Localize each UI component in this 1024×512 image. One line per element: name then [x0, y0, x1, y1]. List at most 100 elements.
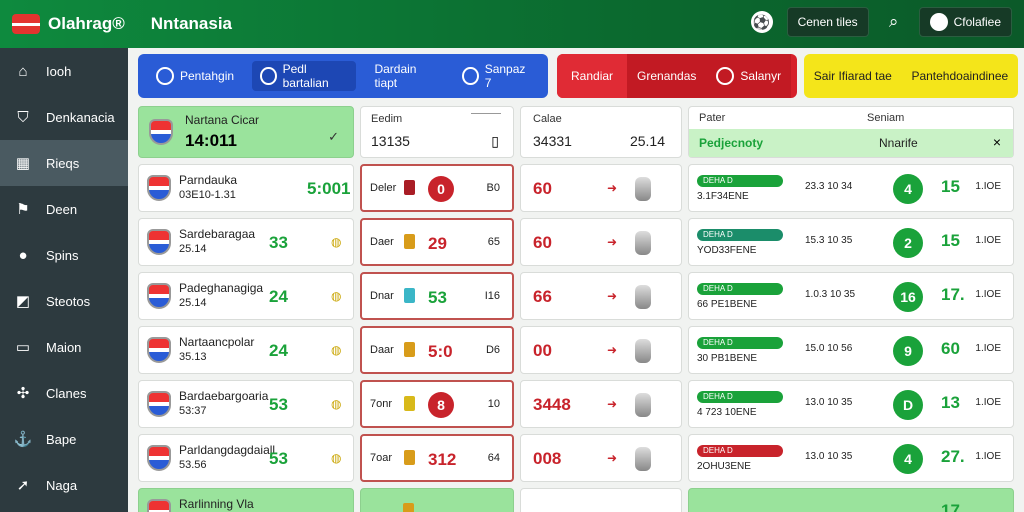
table-row-col2[interactable]: Daar 5:0 D6	[360, 326, 514, 374]
tab-7[interactable]: Salanyr	[706, 54, 792, 98]
col2-head-label: Eedim	[371, 113, 403, 125]
trophy-icon	[635, 177, 651, 201]
color-marker-icon	[404, 288, 415, 303]
table-row-col4[interactable]: DEHA D 66 PE1BENE 1.0.3 10 35 16 1.IOE 1…	[688, 272, 1014, 320]
circle-icon	[156, 67, 174, 85]
col2-value: 5:0	[428, 342, 453, 361]
app-logo-icon	[12, 14, 40, 34]
mid-text: 15.0 10 56	[805, 343, 853, 354]
table-row-col3[interactable]: 008 ➜	[520, 434, 682, 482]
featured-card[interactable]: Nartana Cicar 14:011 ✓	[138, 106, 354, 158]
info-icon: ◍	[331, 343, 342, 357]
col2-head-value: 13135	[371, 133, 410, 149]
table-row-col2[interactable]: Deler 0 B0	[360, 164, 514, 212]
table-row-team[interactable]: Sardebaragaa 25.14 33 ◍	[138, 218, 354, 266]
sidebar-item-rocket[interactable]: ➚ Naga	[0, 462, 128, 508]
table-row-team[interactable]: Padeghanagiga 25.14 24 ◍	[138, 272, 354, 320]
table-row-col3[interactable]: 00 ➜	[520, 326, 682, 374]
tab-8[interactable]: Sair Ifiarad tae	[813, 69, 892, 83]
team-score: 5:001	[307, 179, 351, 198]
sidebar-item-home[interactable]: ⌂ Iooh	[0, 48, 128, 94]
account-button[interactable]: Cfolafiee	[918, 7, 1012, 37]
table-row-col4[interactable]: DEHA D 4 723 10ENE 13.0 10 35 D 1.IOE 13	[688, 380, 1014, 428]
sidebar-label: Naga	[46, 477, 78, 493]
grid-icon: ▦	[15, 155, 31, 172]
table-row-col3[interactable]: 60 ➜	[520, 164, 682, 212]
tiles-button[interactable]: Cenen tiles	[786, 7, 869, 37]
table-row-col4[interactable]: 17	[688, 488, 1014, 512]
team-name: Sardebaragaa	[179, 227, 256, 241]
table-row-col3[interactable]: 60 ➜	[520, 218, 682, 266]
table-row-col2[interactable]: Dnar 53 I16	[360, 272, 514, 320]
table-row-col4[interactable]: DEHA D 30 PB1BENE 15.0 10 56 9 1.IOE 60	[688, 326, 1014, 374]
sidebar-label: Bape	[46, 431, 77, 447]
col2-tail: 10	[487, 398, 500, 410]
table-row-team[interactable]: Rarlinning Vla	[138, 488, 354, 512]
table-row-team[interactable]: Bardaebargoaria 53:37 53 ◍	[138, 380, 354, 428]
trophy-icon	[635, 285, 651, 309]
mid-text: 15.3 10 35	[805, 235, 853, 246]
table-row-col2[interactable]	[360, 488, 514, 512]
chart-icon: ◩	[15, 293, 31, 310]
info-icon: ◍	[331, 397, 342, 411]
table-row-col4[interactable]: DEHA D YOD33FENE 15.3 10 35 2 1.IOE 15	[688, 218, 1014, 266]
team-crest-icon	[147, 229, 171, 255]
table-row-col2[interactable]: Daer 29 65	[360, 218, 514, 266]
team-score: 53	[269, 449, 288, 468]
featured-value: 14:011	[185, 131, 237, 150]
col2-tail: I16	[484, 290, 500, 302]
table-row-team[interactable]: Parndauka 03E10-1.31 5:001	[138, 164, 354, 212]
sidebar-item-monitor[interactable]: ▭ Maion	[0, 324, 128, 370]
color-marker-icon	[404, 450, 415, 465]
tab-1[interactable]: Pentahgin	[148, 61, 242, 91]
bar-text: YOD33FENE	[697, 245, 757, 256]
color-marker-icon	[404, 342, 415, 357]
sidebar-item-anchor[interactable]: ⚓ Bape	[0, 416, 128, 462]
table-row-team[interactable]: Parldangdagdaiall 53.56 53 ◍	[138, 434, 354, 482]
sidebar-item-ball[interactable]: ● Spins	[0, 232, 128, 278]
tab-5[interactable]: Randiar	[557, 54, 628, 98]
score-circle: D	[893, 390, 923, 420]
big-value: 17.	[941, 285, 965, 304]
tab-9[interactable]: Pantehdoaindinee	[911, 69, 1009, 83]
tail-text: 1.IOE	[975, 181, 1001, 192]
table-row-team[interactable]: Nartaancpolar 35.13 24 ◍	[138, 326, 354, 374]
sidebar-item-soccer[interactable]: ✣ Clanes	[0, 370, 128, 416]
search-icon[interactable]: ⌕	[888, 12, 899, 31]
table-row-col2[interactable]: 7oar 312 64	[360, 434, 514, 482]
ball-icon: ●	[18, 246, 28, 264]
mid-text: 13.0 10 35	[805, 397, 853, 408]
sidebar-item-grid[interactable]: ▦ Rieqs	[0, 140, 128, 186]
bar-text: 30 PB1BENE	[697, 353, 758, 364]
tab-group-red: Randiar Grenandas Salanyr	[557, 54, 797, 98]
table-row-col3[interactable]: 66 ➜	[520, 272, 682, 320]
tab-6[interactable]: Grenandas	[627, 54, 707, 98]
sidebar-item-chart[interactable]: ◩ Steotos	[0, 278, 128, 324]
table-row-col2[interactable]: 7onr 8 10	[360, 380, 514, 428]
team-name: Parndauka	[179, 173, 238, 187]
color-marker-icon	[404, 396, 415, 411]
bar-text: 2OHU3ENE	[697, 461, 751, 472]
tab-label: Sanpaz 7	[484, 62, 526, 90]
arrow-icon: ➜	[607, 343, 618, 357]
sidebar-item-shield[interactable]: ⛉ Denkanacia	[0, 94, 128, 140]
tab-4[interactable]: Sanpaz 7	[454, 61, 538, 91]
table-row-col3[interactable]	[520, 488, 682, 512]
rocket-icon: ➚	[16, 477, 30, 494]
trophy-icon	[635, 231, 651, 255]
col3-head-label: Calae	[533, 113, 562, 125]
sidebar-item-flag[interactable]: ⚑ Deen	[0, 186, 128, 232]
close-icon[interactable]: ×	[992, 134, 1001, 150]
bar-text: 4 723 10ENE	[697, 407, 757, 418]
arrow-icon: ➜	[607, 289, 618, 303]
soccer-ball-icon[interactable]: ⚽	[747, 7, 777, 37]
table-row-col3[interactable]: 3448 ➜	[520, 380, 682, 428]
sidebar-label: Deen	[46, 201, 78, 217]
table-row-col4[interactable]: DEHA D 3.1F34ENE 23.3 10 34 4 1.IOE 15	[688, 164, 1014, 212]
col2-tail: D6	[485, 344, 500, 356]
check-icon: ✓	[328, 129, 339, 144]
tab-3[interactable]: Dardain tiapt	[366, 61, 444, 91]
color-marker-icon	[403, 503, 414, 512]
tab-2[interactable]: Pedl bartalian	[252, 61, 357, 91]
table-row-col4[interactable]: DEHA D 2OHU3ENE 13.0 10 35 4 1.IOE 27.	[688, 434, 1014, 482]
